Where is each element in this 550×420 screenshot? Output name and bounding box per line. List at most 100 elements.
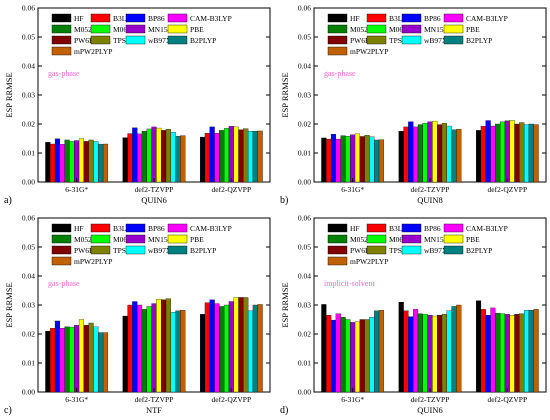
y-tick-label: 0.06 — [298, 214, 311, 223]
bar — [378, 139, 385, 183]
legend-swatch — [125, 24, 146, 34]
legend-entry: mPW2PLYP — [350, 47, 388, 56]
y-tick-label: 0.06 — [22, 4, 35, 13]
bar — [74, 140, 80, 183]
bar — [93, 141, 99, 183]
bar — [330, 319, 337, 393]
legend-swatch — [366, 245, 387, 255]
bar — [422, 122, 428, 183]
legend-swatch — [366, 35, 387, 45]
bar — [330, 133, 337, 183]
legend-swatch — [51, 245, 72, 255]
y-axis-label: ESP RRMSE — [280, 72, 290, 117]
bar — [69, 326, 75, 393]
legend-entry: M052X — [350, 235, 374, 244]
bar — [257, 304, 263, 393]
legend-swatch — [443, 24, 464, 34]
legend-entry: M062X — [113, 25, 137, 34]
bar — [180, 135, 186, 183]
bar — [199, 314, 206, 393]
legend-swatch — [167, 13, 188, 23]
bar — [228, 126, 234, 183]
legend-swatch — [90, 223, 111, 233]
legend-swatch — [90, 245, 111, 255]
legend-entry: PBE — [466, 25, 480, 34]
panel-annotation: gas-phase — [324, 69, 356, 78]
bar — [64, 326, 70, 393]
bar — [437, 124, 443, 183]
legend-swatch — [366, 223, 387, 233]
legend-entry: B2PLYP — [190, 36, 216, 45]
legend-entry: wB97XD — [148, 36, 177, 45]
chart-panel: 0.00 0.01 0.02 0.03 0.04 0.05 0.06 ESP RRMSE 6-3… — [4, 214, 271, 416]
bar — [214, 133, 220, 183]
y-tick-label: 0.02 — [298, 120, 311, 129]
legend-entry: MN15 — [424, 25, 444, 34]
bar — [321, 304, 327, 393]
legend-entry: BP86 — [148, 224, 165, 233]
bar — [204, 302, 210, 393]
bar — [137, 304, 143, 393]
bar — [78, 138, 85, 183]
legend-swatch — [366, 13, 387, 23]
legend-entry: B2PLYP — [466, 246, 492, 255]
legend-swatch — [401, 24, 422, 34]
legend-entry: M052X — [350, 25, 374, 34]
y-tick-label: 0.05 — [298, 33, 311, 42]
x-tick-label: def2-TZVPP — [135, 395, 174, 404]
bar — [533, 309, 539, 393]
y-tick-label: 0.05 — [22, 243, 35, 252]
legend-swatch — [90, 35, 111, 45]
y-tick-label: 0.00 — [22, 388, 35, 397]
panel-label: b) — [280, 195, 288, 206]
bar — [127, 133, 133, 183]
legend-entry: CAM-B3LYP — [190, 224, 232, 233]
y-tick-label: 0.00 — [298, 178, 311, 187]
bar — [243, 297, 249, 393]
legend-entry: PBE — [466, 235, 480, 244]
bar — [238, 297, 244, 393]
bar — [199, 136, 206, 183]
y-tick-label: 0.06 — [22, 214, 35, 223]
bar — [102, 332, 109, 393]
legend-entry: wB97XD — [148, 246, 177, 255]
bar — [528, 310, 534, 393]
bar — [437, 315, 443, 393]
bar — [432, 120, 438, 183]
bar — [528, 123, 534, 183]
bar — [78, 319, 85, 393]
y-tick-label: 0.02 — [22, 120, 35, 129]
legend-swatch — [125, 234, 146, 244]
bar — [223, 304, 230, 393]
bar — [50, 328, 56, 393]
x-tick-label: 6-31G* — [341, 395, 364, 404]
bar — [98, 332, 104, 393]
panel-label: a) — [4, 195, 12, 206]
bar — [335, 138, 341, 183]
bar — [340, 135, 346, 183]
y-tick-label: 0.03 — [298, 91, 311, 100]
bar — [354, 321, 361, 393]
bar — [209, 299, 215, 393]
bar — [509, 315, 515, 393]
legend-entry: MN15 — [148, 25, 168, 34]
bar — [427, 315, 433, 393]
legend-swatch — [51, 46, 72, 56]
legend-swatch — [90, 24, 111, 34]
bar — [485, 315, 491, 393]
legend-entry: CAM-B3LYP — [466, 14, 508, 23]
panel-annotation: gas-phase — [48, 279, 80, 288]
bar — [441, 314, 447, 393]
y-tick-label: 0.02 — [22, 330, 35, 339]
legend-swatch — [90, 13, 111, 23]
legend-entry: HF — [350, 14, 360, 23]
bar — [446, 125, 452, 183]
y-tick-label: 0.03 — [22, 91, 35, 100]
bar — [252, 131, 258, 183]
legend-entry: M062X — [113, 235, 137, 244]
legend-entry: PW6B95 — [350, 246, 378, 255]
bar — [340, 317, 346, 393]
bar — [156, 127, 162, 183]
bar — [446, 310, 452, 393]
panel-title: NTF — [146, 405, 162, 415]
